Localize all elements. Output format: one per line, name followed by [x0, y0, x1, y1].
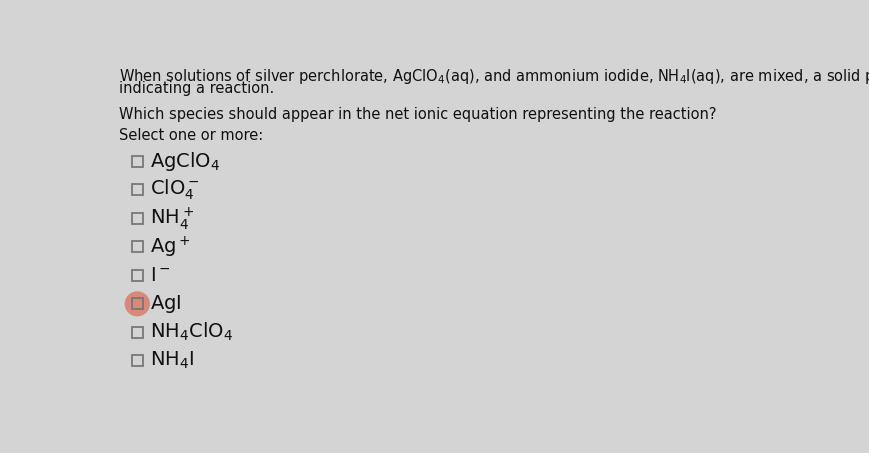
Text: When solutions of silver perchlorate, AgClO$_4$(aq), and ammonium iodide, NH$_4$: When solutions of silver perchlorate, Ag…: [119, 67, 869, 86]
Text: $\mathregular{ClO_4^-}$: $\mathregular{ClO_4^-}$: [150, 178, 200, 202]
Text: $\mathregular{Ag^+}$: $\mathregular{Ag^+}$: [150, 234, 191, 260]
Text: $\mathregular{NH_4ClO_4}$: $\mathregular{NH_4ClO_4}$: [150, 321, 234, 343]
Text: $\mathregular{AgI}$: $\mathregular{AgI}$: [150, 293, 182, 315]
Text: Which species should appear in the net ionic equation representing the reaction?: Which species should appear in the net i…: [119, 107, 716, 122]
Text: Select one or more:: Select one or more:: [119, 128, 263, 143]
Text: $\mathregular{AgClO_4}$: $\mathregular{AgClO_4}$: [150, 150, 221, 173]
Text: $\mathregular{NH_4^+}$: $\mathregular{NH_4^+}$: [150, 205, 195, 232]
Text: indicating a reaction.: indicating a reaction.: [119, 81, 274, 96]
Text: $\mathregular{I^-}$: $\mathregular{I^-}$: [150, 266, 171, 285]
Text: $\mathregular{NH_4I}$: $\mathregular{NH_4I}$: [150, 350, 195, 371]
Circle shape: [125, 292, 149, 316]
